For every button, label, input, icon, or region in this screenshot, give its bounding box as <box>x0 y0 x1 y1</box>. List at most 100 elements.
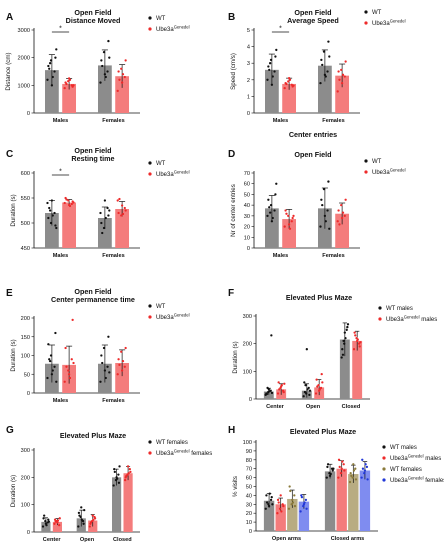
bar <box>339 339 350 399</box>
data-point <box>54 56 57 59</box>
data-point <box>113 467 116 471</box>
data-point <box>92 518 95 521</box>
data-point <box>354 334 357 337</box>
data-point <box>117 481 121 484</box>
data-point <box>107 214 110 217</box>
data-point <box>292 84 295 87</box>
data-point <box>120 204 124 207</box>
legend-marker <box>378 317 382 321</box>
y-tick-label: 0 <box>247 111 250 117</box>
chart-f: F Elevated Plus Maze 0 100 200 300 Duration (s… <box>228 288 437 410</box>
chart-title: Open Field <box>74 287 111 296</box>
data-point <box>271 503 274 506</box>
data-point <box>63 380 66 383</box>
data-point <box>284 209 287 212</box>
data-point <box>268 206 271 209</box>
data-point <box>102 50 106 54</box>
data-point <box>283 382 286 385</box>
data-point <box>67 369 70 372</box>
data-point <box>53 522 56 525</box>
data-point <box>71 318 74 322</box>
data-point <box>291 501 295 504</box>
legend-marker <box>148 451 152 455</box>
panel-letter: H <box>228 425 235 436</box>
y-tick-label: 200 <box>243 342 252 348</box>
y-tick-label: 60 <box>246 476 252 482</box>
category-label: Closed <box>113 537 132 543</box>
data-point <box>326 463 330 466</box>
data-point <box>47 64 50 68</box>
data-point <box>363 469 367 472</box>
data-point <box>270 220 274 223</box>
data-point <box>46 376 49 380</box>
data-point <box>343 75 346 78</box>
data-point <box>54 331 57 335</box>
data-point <box>363 472 366 475</box>
data-point <box>120 67 123 70</box>
panel-g: G Elevated Plus Maze 0 100 200 300 Duration (s… <box>0 413 222 550</box>
data-point <box>277 501 280 504</box>
bar <box>41 521 51 532</box>
bar <box>264 208 279 248</box>
panel-e: E Open Field Center permanence time 0 50 100 1… <box>0 276 222 413</box>
legend-label: WT <box>156 161 166 167</box>
category-label: Females <box>102 253 124 259</box>
data-point <box>50 373 54 376</box>
data-point <box>327 40 330 43</box>
data-point <box>268 62 272 65</box>
data-point <box>55 380 58 383</box>
data-point <box>340 68 343 71</box>
significance-star: * <box>59 169 62 176</box>
bar <box>123 473 133 532</box>
data-point <box>283 86 286 90</box>
data-point <box>292 214 295 218</box>
data-point <box>127 472 130 475</box>
category-label: Males <box>53 398 69 404</box>
data-point <box>64 346 67 350</box>
data-point <box>99 81 102 84</box>
data-point <box>55 226 58 230</box>
legend-marker <box>382 467 386 471</box>
legend-label: Ube3aGenedel <box>156 25 190 34</box>
data-point <box>113 470 116 474</box>
data-point <box>319 225 322 228</box>
data-point <box>321 203 324 207</box>
bar <box>111 477 122 532</box>
category-label: Females <box>102 118 124 124</box>
data-point <box>107 335 110 338</box>
data-point <box>340 356 343 359</box>
data-point <box>274 193 277 196</box>
panel-a: A Open Field Distance Moved 0 1000 2000 3000 Di… <box>0 0 222 137</box>
data-point <box>341 353 345 356</box>
data-point <box>124 209 127 212</box>
data-point <box>264 507 267 510</box>
data-point <box>276 512 279 515</box>
data-point <box>285 212 288 215</box>
data-point <box>43 514 46 517</box>
y-tick-label: 30 <box>246 502 252 508</box>
data-point <box>336 220 339 223</box>
chart-title: Center permanence time <box>51 295 135 304</box>
data-point <box>348 480 352 484</box>
y-axis-label: Duration (s) <box>10 194 17 226</box>
data-point <box>352 469 356 472</box>
data-point <box>48 206 51 210</box>
data-point <box>116 199 119 202</box>
data-point <box>117 70 120 73</box>
data-point <box>50 199 54 202</box>
data-point <box>275 48 278 52</box>
data-point <box>49 59 53 62</box>
data-point <box>44 519 47 523</box>
data-point <box>100 221 103 225</box>
bar <box>275 504 286 531</box>
y-tick-label: 1 <box>247 94 250 100</box>
data-point <box>293 504 297 508</box>
legend-marker <box>148 315 152 319</box>
data-point <box>265 494 268 497</box>
data-point <box>129 470 132 474</box>
data-point <box>125 474 128 478</box>
legend-label: Ube3aGenedel females <box>390 476 444 485</box>
bar <box>97 65 112 113</box>
data-point <box>267 503 270 506</box>
